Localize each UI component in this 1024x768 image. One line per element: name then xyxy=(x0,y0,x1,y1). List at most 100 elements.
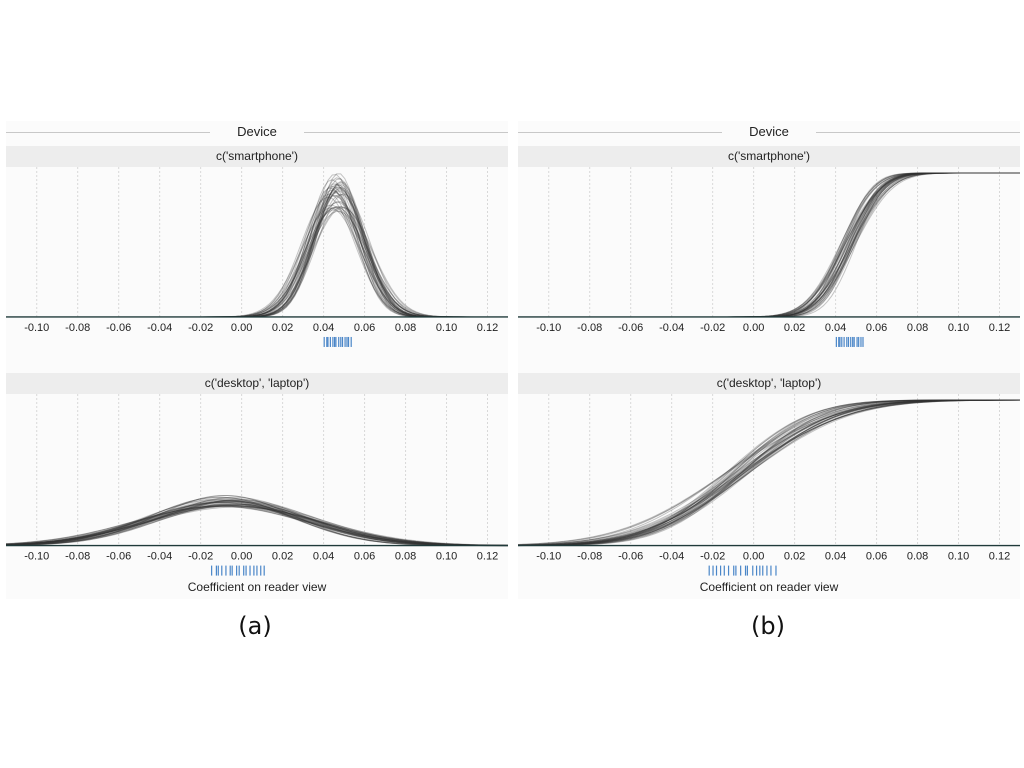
curve-31 xyxy=(518,399,1021,546)
curve-39 xyxy=(518,172,1020,318)
curve-10 xyxy=(5,499,508,547)
curve-2 xyxy=(5,505,509,546)
x-tick-label-7: 0.04 xyxy=(825,322,846,334)
curve-11 xyxy=(517,399,1020,546)
x-axis-title: Coefficient on reader view xyxy=(187,580,327,594)
x-tick-label-1: -0.08 xyxy=(65,551,90,563)
curve-16 xyxy=(5,503,508,546)
curve-25 xyxy=(517,399,1020,546)
rug-marks xyxy=(835,336,864,347)
curve-25 xyxy=(5,502,508,546)
curve-38 xyxy=(518,172,1020,318)
curve-2 xyxy=(517,399,1020,546)
curve-7 xyxy=(518,172,1020,318)
curve-36 xyxy=(6,201,508,318)
curve-22 xyxy=(6,206,508,318)
curve-9 xyxy=(6,206,508,318)
x-tick-label-4: -0.02 xyxy=(188,322,213,334)
curve-20 xyxy=(6,207,508,318)
rug-marks xyxy=(708,565,777,576)
curve-25 xyxy=(6,190,508,318)
curve-26 xyxy=(518,172,1020,318)
cdf-plot-desktop-laptop: -0.10 -0.08 -0.06 -0.04 -0.02 0.00 0.02 0.04 0.0… xyxy=(517,394,1021,576)
curve-20 xyxy=(517,399,1020,546)
curve-12 xyxy=(6,189,508,318)
strip-label-desktop-laptop: c('desktop', 'laptop') xyxy=(6,373,508,394)
header-rule-left xyxy=(6,132,210,133)
curve-16 xyxy=(6,187,508,318)
curve-31 xyxy=(6,173,508,318)
curve-4 xyxy=(518,172,1020,318)
curve-28 xyxy=(6,209,508,318)
x-tick-label-2: -0.06 xyxy=(106,551,131,563)
x-tick-label-10: 0.10 xyxy=(436,322,457,334)
curve-6 xyxy=(6,181,508,318)
x-tick-label-2: -0.06 xyxy=(618,322,643,334)
curve-1 xyxy=(518,172,1020,318)
x-tick-label-10: 0.10 xyxy=(948,322,969,334)
curve-3 xyxy=(517,399,1021,545)
curve-9 xyxy=(518,172,1020,318)
x-tick-label-9: 0.08 xyxy=(907,551,928,563)
curve-17 xyxy=(518,172,1020,318)
x-tick-label-0: -0.10 xyxy=(24,551,49,563)
curve-10 xyxy=(517,399,1020,546)
density-plot-desktop-laptop: -0.10 -0.08 -0.06 -0.04 -0.02 0.00 0.02 0.04 0.0… xyxy=(5,394,509,576)
x-tick-label-3: -0.04 xyxy=(147,551,172,563)
curve-11 xyxy=(5,504,509,546)
curve-14 xyxy=(518,172,1020,318)
facet-header: Device xyxy=(6,121,508,143)
curve-11 xyxy=(6,189,508,318)
x-tick-label-5: 0.00 xyxy=(231,551,252,563)
x-tick-label-6: 0.02 xyxy=(272,551,293,563)
curve-7 xyxy=(517,399,1020,546)
curve-19 xyxy=(518,399,1020,546)
curve-7 xyxy=(5,505,508,546)
curve-30 xyxy=(517,399,1020,546)
curve-36 xyxy=(518,172,1020,318)
x-tick-label-2: -0.06 xyxy=(618,551,643,563)
curve-8 xyxy=(6,204,508,318)
x-tick-label-11: 0.12 xyxy=(989,551,1010,563)
curve-37 xyxy=(518,399,1020,546)
subfigure-label-b: (b) xyxy=(751,612,785,640)
curve-29 xyxy=(518,172,1020,318)
x-tick-label-1: -0.08 xyxy=(577,322,602,334)
x-tick-label-6: 0.02 xyxy=(784,322,805,334)
curve-group xyxy=(5,495,509,547)
x-tick-label-8: 0.06 xyxy=(354,322,375,334)
curve-18 xyxy=(5,505,508,546)
panel-b: Device c('smartphone') -0.10 -0.08 -0.06 -0… xyxy=(517,121,1021,599)
curve-37 xyxy=(6,196,508,318)
curve-22 xyxy=(518,399,1020,546)
curve-2 xyxy=(518,172,1020,318)
curve-33 xyxy=(518,172,1020,318)
x-tick-label-10: 0.10 xyxy=(436,551,457,563)
curve-34 xyxy=(6,193,508,318)
header-rule-left xyxy=(518,132,722,133)
curve-18 xyxy=(518,172,1020,318)
x-tick-label-0: -0.10 xyxy=(536,551,561,563)
strip-label-desktop-laptop: c('desktop', 'laptop') xyxy=(518,373,1020,394)
curve-10 xyxy=(518,172,1020,318)
x-tick-label-8: 0.06 xyxy=(866,322,887,334)
x-tick-label-11: 0.12 xyxy=(477,322,498,334)
curve-32 xyxy=(518,172,1020,318)
curve-34 xyxy=(518,172,1020,318)
curve-13 xyxy=(6,207,508,318)
x-tick-label-3: -0.04 xyxy=(659,322,684,334)
curve-39 xyxy=(517,399,1020,547)
curve-28 xyxy=(517,399,1020,547)
x-tick-label-6: 0.02 xyxy=(272,322,293,334)
curve-8 xyxy=(518,172,1020,318)
curve-28 xyxy=(6,499,508,546)
curve-39 xyxy=(6,186,508,318)
curve-5 xyxy=(518,399,1020,546)
x-axis-title: Coefficient on reader view xyxy=(699,580,839,594)
x-tick-label-7: 0.04 xyxy=(313,551,334,563)
x-tick-label-3: -0.04 xyxy=(659,551,684,563)
curve-21 xyxy=(518,172,1020,318)
curve-39 xyxy=(5,505,509,546)
curve-17 xyxy=(517,399,1020,546)
strip-label-smartphone: c('smartphone') xyxy=(518,146,1020,167)
